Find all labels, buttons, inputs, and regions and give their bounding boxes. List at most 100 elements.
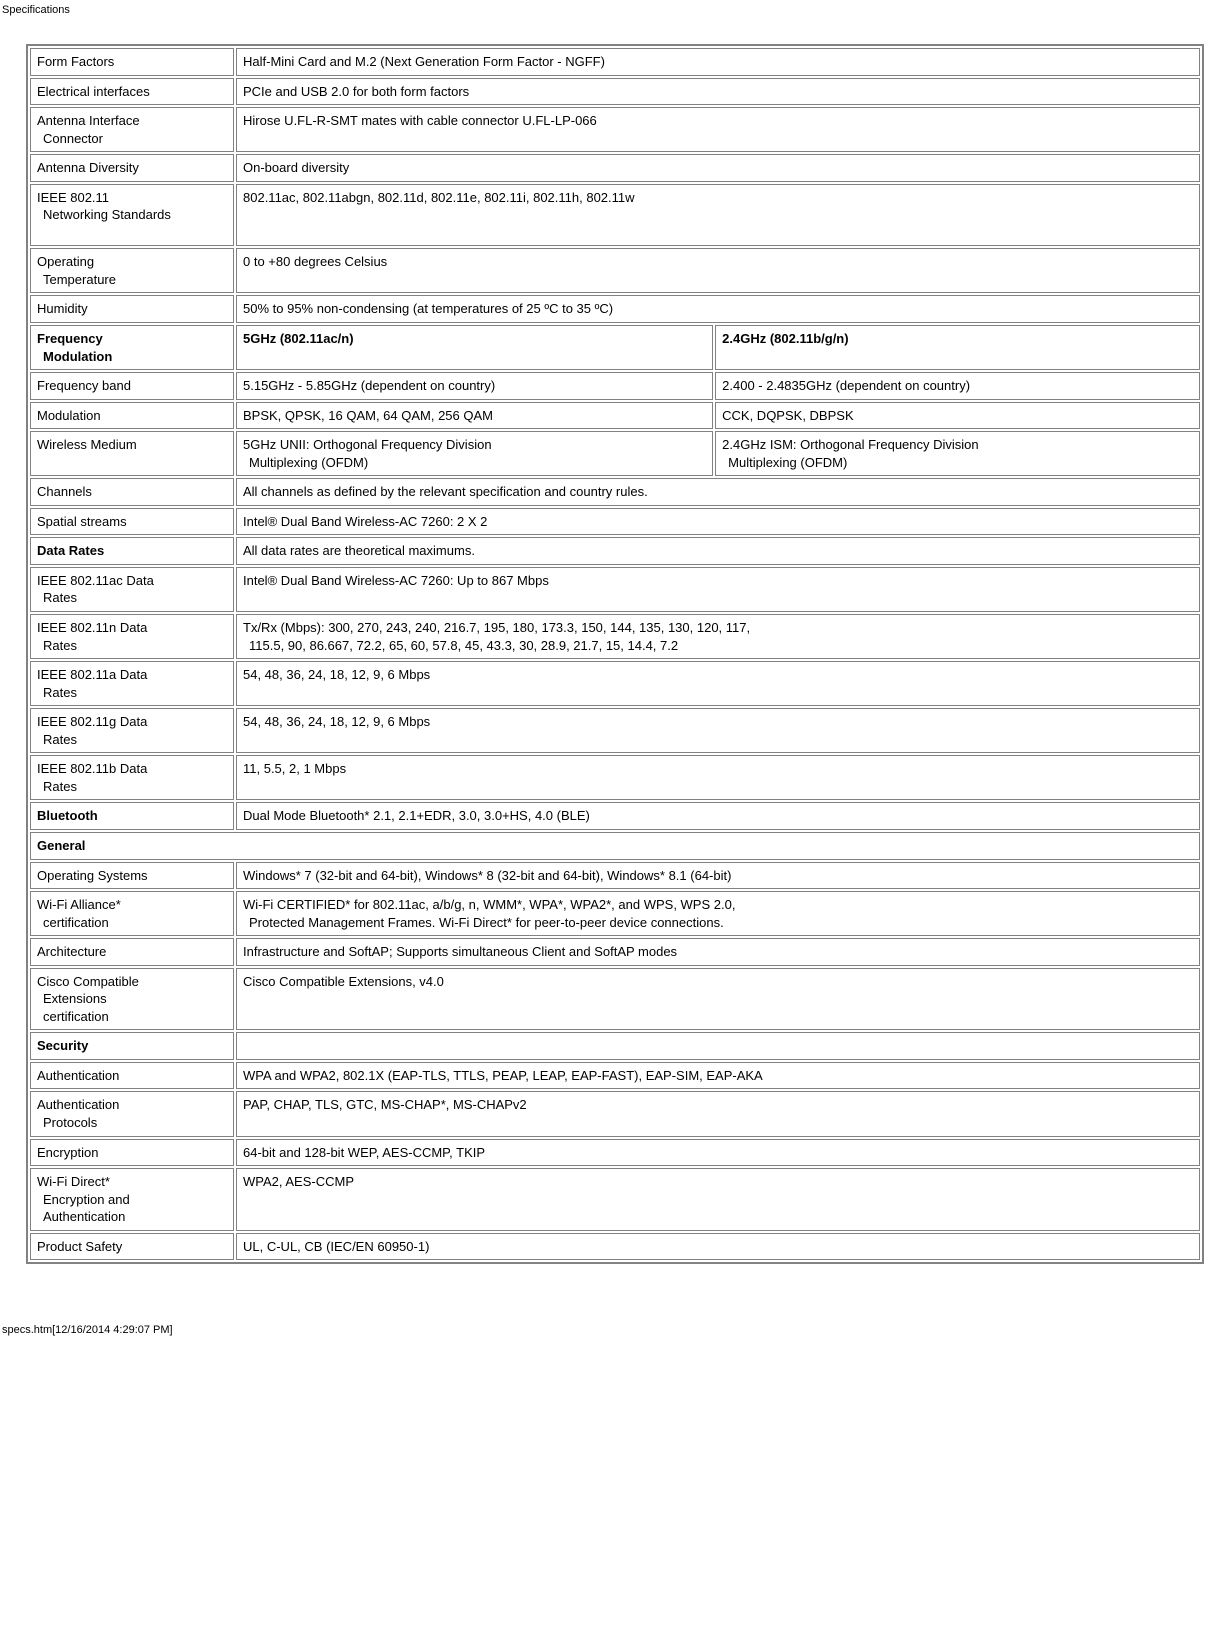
label-line: IEEE 802.11a Data <box>37 667 147 682</box>
label-line: Operating <box>37 254 94 269</box>
table-row: IEEE 802.11g Data Rates 54, 48, 36, 24, … <box>30 708 1200 753</box>
table-row: Antenna Diversity On-board diversity <box>30 154 1200 182</box>
spec-value: 54, 48, 36, 24, 18, 12, 9, 6 Mbps <box>236 661 1200 706</box>
label-line: Modulation <box>37 349 112 364</box>
spec-label: Architecture <box>30 938 234 966</box>
label-line: Cisco Compatible <box>37 974 139 989</box>
value-line: Wi-Fi CERTIFIED* for 802.11ac, a/b/g, n,… <box>243 897 735 912</box>
spec-value: On-board diversity <box>236 154 1200 182</box>
spec-value: WPA and WPA2, 802.1X (EAP-TLS, TTLS, PEA… <box>236 1062 1200 1090</box>
label-line: Protocols <box>37 1115 97 1130</box>
table-row: Bluetooth Dual Mode Bluetooth* 2.1, 2.1+… <box>30 802 1200 830</box>
label-line: Wi-Fi Alliance* <box>37 897 121 912</box>
value-line: Multiplexing (OFDM) <box>243 455 368 470</box>
label-line: Connector <box>37 131 103 146</box>
table-row: Form Factors Half-Mini Card and M.2 (Nex… <box>30 48 1200 76</box>
spec-label: Operating Temperature <box>30 248 234 293</box>
spec-label: Antenna Diversity <box>30 154 234 182</box>
spec-col-24ghz: 2.4GHz (802.11b/g/n) <box>715 325 1200 370</box>
spec-value: WPA2, AES-CCMP <box>236 1168 1200 1231</box>
spec-value: 50% to 95% non-condensing (at temperatur… <box>236 295 1200 323</box>
spec-col-5ghz: 5GHz (802.11ac/n) <box>236 325 713 370</box>
spec-value: 54, 48, 36, 24, 18, 12, 9, 6 Mbps <box>236 708 1200 753</box>
spec-label: Frequency Modulation <box>30 325 234 370</box>
spec-label: Electrical interfaces <box>30 78 234 106</box>
spec-label: Authentication <box>30 1062 234 1090</box>
value-line: Tx/Rx (Mbps): 300, 270, 243, 240, 216.7,… <box>243 620 750 635</box>
section-header: Security <box>30 1032 234 1060</box>
spec-value: PCIe and USB 2.0 for both form factors <box>236 78 1200 106</box>
label-line: IEEE 802.11ac Data <box>37 573 154 588</box>
label-line: IEEE 802.11g Data <box>37 714 147 729</box>
spec-value-5ghz: BPSK, QPSK, 16 QAM, 64 QAM, 256 QAM <box>236 402 713 430</box>
spec-label: Wireless Medium <box>30 431 234 476</box>
spec-label: IEEE 802.11 Networking Standards <box>30 184 234 247</box>
table-row: Frequency Modulation 5GHz (802.11ac/n) 2… <box>30 325 1200 370</box>
spec-label: IEEE 802.11a Data Rates <box>30 661 234 706</box>
label-line: Rates <box>37 685 77 700</box>
spec-value: UL, C-UL, CB (IEC/EN 60950-1) <box>236 1233 1200 1261</box>
spec-value-5ghz: 5GHz UNII: Orthogonal Frequency Division… <box>236 431 713 476</box>
spec-value: Intel® Dual Band Wireless-AC 7260: 2 X 2 <box>236 508 1200 536</box>
page-footer: specs.htm[12/16/2014 4:29:07 PM] <box>2 1324 1204 1336</box>
table-row: Operating Systems Windows* 7 (32-bit and… <box>30 862 1200 890</box>
spec-value: 802.11ac, 802.11abgn, 802.11d, 802.11e, … <box>236 184 1200 247</box>
label-line: Rates <box>37 638 77 653</box>
label-line: Frequency <box>37 331 103 346</box>
spec-label: Bluetooth <box>30 802 234 830</box>
label-line: Rates <box>37 732 77 747</box>
spec-value: 64-bit and 128-bit WEP, AES-CCMP, TKIP <box>236 1139 1200 1167</box>
spec-label: IEEE 802.11b Data Rates <box>30 755 234 800</box>
label-line: Networking Standards <box>37 207 171 222</box>
spec-label: Product Safety <box>30 1233 234 1261</box>
label-line: certification <box>37 1009 109 1024</box>
spec-value-24ghz: 2.400 - 2.4835GHz (dependent on country) <box>715 372 1200 400</box>
table-row: Wireless Medium 5GHz UNII: Orthogonal Fr… <box>30 431 1200 476</box>
spec-value: Infrastructure and SoftAP; Supports simu… <box>236 938 1200 966</box>
spec-label: Spatial streams <box>30 508 234 536</box>
spec-label: IEEE 802.11n Data Rates <box>30 614 234 659</box>
spec-value: All channels as defined by the relevant … <box>236 478 1200 506</box>
table-row: Cisco Compatible Extensions certificatio… <box>30 968 1200 1031</box>
table-row: Wi-Fi Direct* Encryption and Authenticat… <box>30 1168 1200 1231</box>
spec-label: Data Rates <box>30 537 234 565</box>
table-row: IEEE 802.11b Data Rates 11, 5.5, 2, 1 Mb… <box>30 755 1200 800</box>
label-line: IEEE 802.11b Data <box>37 761 147 776</box>
label-line: Antenna Interface <box>37 113 140 128</box>
value-line: 5GHz UNII: Orthogonal Frequency Division <box>243 437 492 452</box>
table-row: IEEE 802.11ac Data Rates Intel® Dual Ban… <box>30 567 1200 612</box>
table-row: Authentication Protocols PAP, CHAP, TLS,… <box>30 1091 1200 1136</box>
spec-value: Half-Mini Card and M.2 (Next Generation … <box>236 48 1200 76</box>
page-title: Specifications <box>2 4 1230 16</box>
table-row: Humidity 50% to 95% non-condensing (at t… <box>30 295 1200 323</box>
value-line: 2.4GHz ISM: Orthogonal Frequency Divisio… <box>722 437 979 452</box>
table-row: IEEE 802.11n Data Rates Tx/Rx (Mbps): 30… <box>30 614 1200 659</box>
spec-value: Wi-Fi CERTIFIED* for 802.11ac, a/b/g, n,… <box>236 891 1200 936</box>
spec-label: Cisco Compatible Extensions certificatio… <box>30 968 234 1031</box>
spec-value: Intel® Dual Band Wireless-AC 7260: Up to… <box>236 567 1200 612</box>
table-row: Modulation BPSK, QPSK, 16 QAM, 64 QAM, 2… <box>30 402 1200 430</box>
table-row: Architecture Infrastructure and SoftAP; … <box>30 938 1200 966</box>
value-line: 115.5, 90, 86.667, 72.2, 65, 60, 57.8, 4… <box>243 638 678 653</box>
spec-value-24ghz: 2.4GHz ISM: Orthogonal Frequency Divisio… <box>715 431 1200 476</box>
label-line: certification <box>37 915 109 930</box>
table-row: General <box>30 832 1200 860</box>
spec-label: Wi-Fi Alliance* certification <box>30 891 234 936</box>
spec-value-5ghz: 5.15GHz - 5.85GHz (dependent on country) <box>236 372 713 400</box>
label-line: Temperature <box>37 272 116 287</box>
table-row: Wi-Fi Alliance* certification Wi-Fi CERT… <box>30 891 1200 936</box>
spec-value: PAP, CHAP, TLS, GTC, MS-CHAP*, MS-CHAPv2 <box>236 1091 1200 1136</box>
table-row: Antenna Interface Connector Hirose U.FL-… <box>30 107 1200 152</box>
table-row: Frequency band 5.15GHz - 5.85GHz (depend… <box>30 372 1200 400</box>
spec-label: IEEE 802.11g Data Rates <box>30 708 234 753</box>
table-row: Product Safety UL, C-UL, CB (IEC/EN 6095… <box>30 1233 1200 1261</box>
spec-label: Operating Systems <box>30 862 234 890</box>
spec-label: Encryption <box>30 1139 234 1167</box>
spec-value: 11, 5.5, 2, 1 Mbps <box>236 755 1200 800</box>
specifications-table: Form Factors Half-Mini Card and M.2 (Nex… <box>26 44 1204 1264</box>
table-row: Security <box>30 1032 1200 1060</box>
spec-label: Authentication Protocols <box>30 1091 234 1136</box>
label-line: Authentication <box>37 1097 119 1112</box>
spec-value: Hirose U.FL-R-SMT mates with cable conne… <box>236 107 1200 152</box>
spec-value: Cisco Compatible Extensions, v4.0 <box>236 968 1200 1031</box>
